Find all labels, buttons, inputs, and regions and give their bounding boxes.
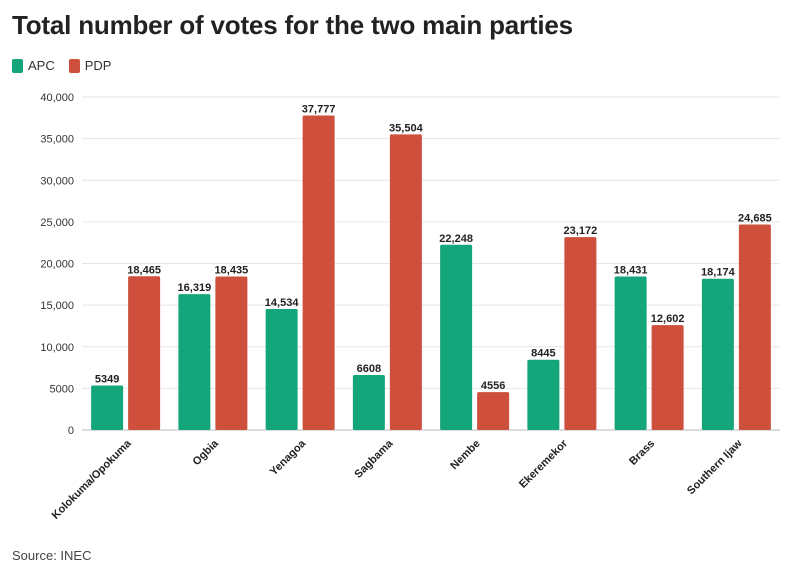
data-label-pdp: 12,602 xyxy=(651,313,685,325)
y-tick-label: 5000 xyxy=(50,383,74,395)
x-tick-label: Ekeremekor xyxy=(517,437,571,491)
legend-swatch-apc xyxy=(12,58,23,73)
x-tick-label: Ogbia xyxy=(190,437,221,468)
bar-apc xyxy=(527,359,560,430)
chart-title: Total number of votes for the two main p… xyxy=(12,10,573,40)
bar-pdp xyxy=(389,134,422,430)
source-note: Source: INEC xyxy=(12,548,92,563)
bar-apc xyxy=(614,276,647,430)
bar-pdp xyxy=(477,392,510,430)
data-label-pdp: 4556 xyxy=(481,380,505,392)
legend-swatch-pdp xyxy=(68,58,80,73)
data-label-pdp: 37,777 xyxy=(302,104,336,116)
bar-apc xyxy=(440,244,473,430)
y-tick-label: 35,000 xyxy=(40,134,74,146)
x-tick-label: Kolokuma/Opokuma xyxy=(50,437,135,522)
data-label-pdp: 18,435 xyxy=(215,265,249,277)
data-label-apc: 5349 xyxy=(95,373,119,385)
bar-apc xyxy=(91,385,124,430)
y-tick-label: 30,000 xyxy=(40,175,74,187)
y-tick-label: 20,000 xyxy=(40,259,74,271)
data-label-pdp: 23,172 xyxy=(564,225,598,237)
bar-apc xyxy=(265,309,298,430)
bar-pdp xyxy=(651,325,684,430)
data-label-apc: 22,248 xyxy=(439,233,473,245)
legend-label-apc: APC xyxy=(28,58,55,73)
bar-pdp xyxy=(738,224,771,430)
bar-apc xyxy=(352,374,385,430)
data-label-apc: 8445 xyxy=(531,348,555,360)
data-label-apc: 14,534 xyxy=(265,297,300,309)
data-label-pdp: 18,465 xyxy=(127,264,161,276)
bar-apc xyxy=(178,294,211,430)
x-tick-label: Brass xyxy=(627,438,657,468)
y-tick-label: 10,000 xyxy=(40,342,74,354)
data-label-apc: 6608 xyxy=(357,363,381,375)
bar-pdp xyxy=(564,237,597,430)
legend-item-pdp: PDP xyxy=(68,58,112,73)
x-tick-label: Nembe xyxy=(448,438,482,472)
bar-pdp xyxy=(215,276,248,430)
x-tick-label: Southern Ijaw xyxy=(685,437,745,497)
data-label-apc: 16,319 xyxy=(178,282,212,294)
legend: APC PDP xyxy=(12,58,111,73)
data-label-apc: 18,431 xyxy=(614,265,648,277)
bar-pdp xyxy=(128,276,161,430)
legend-item-apc: APC xyxy=(12,58,55,73)
legend-label-pdp: PDP xyxy=(84,58,112,73)
y-tick-label: 0 xyxy=(68,425,74,437)
x-tick-label: Yenagoa xyxy=(268,437,309,478)
y-tick-label: 40,000 xyxy=(40,92,74,104)
bar-pdp xyxy=(302,115,335,431)
data-label-pdp: 24,685 xyxy=(738,212,772,224)
x-tick-label: Sagbama xyxy=(352,437,396,481)
y-tick-label: 25,000 xyxy=(40,217,74,229)
data-label-pdp: 35,504 xyxy=(389,122,424,134)
data-label-apc: 18,174 xyxy=(701,267,736,279)
bar-apc xyxy=(701,278,734,430)
y-tick-label: 15,000 xyxy=(40,300,74,312)
